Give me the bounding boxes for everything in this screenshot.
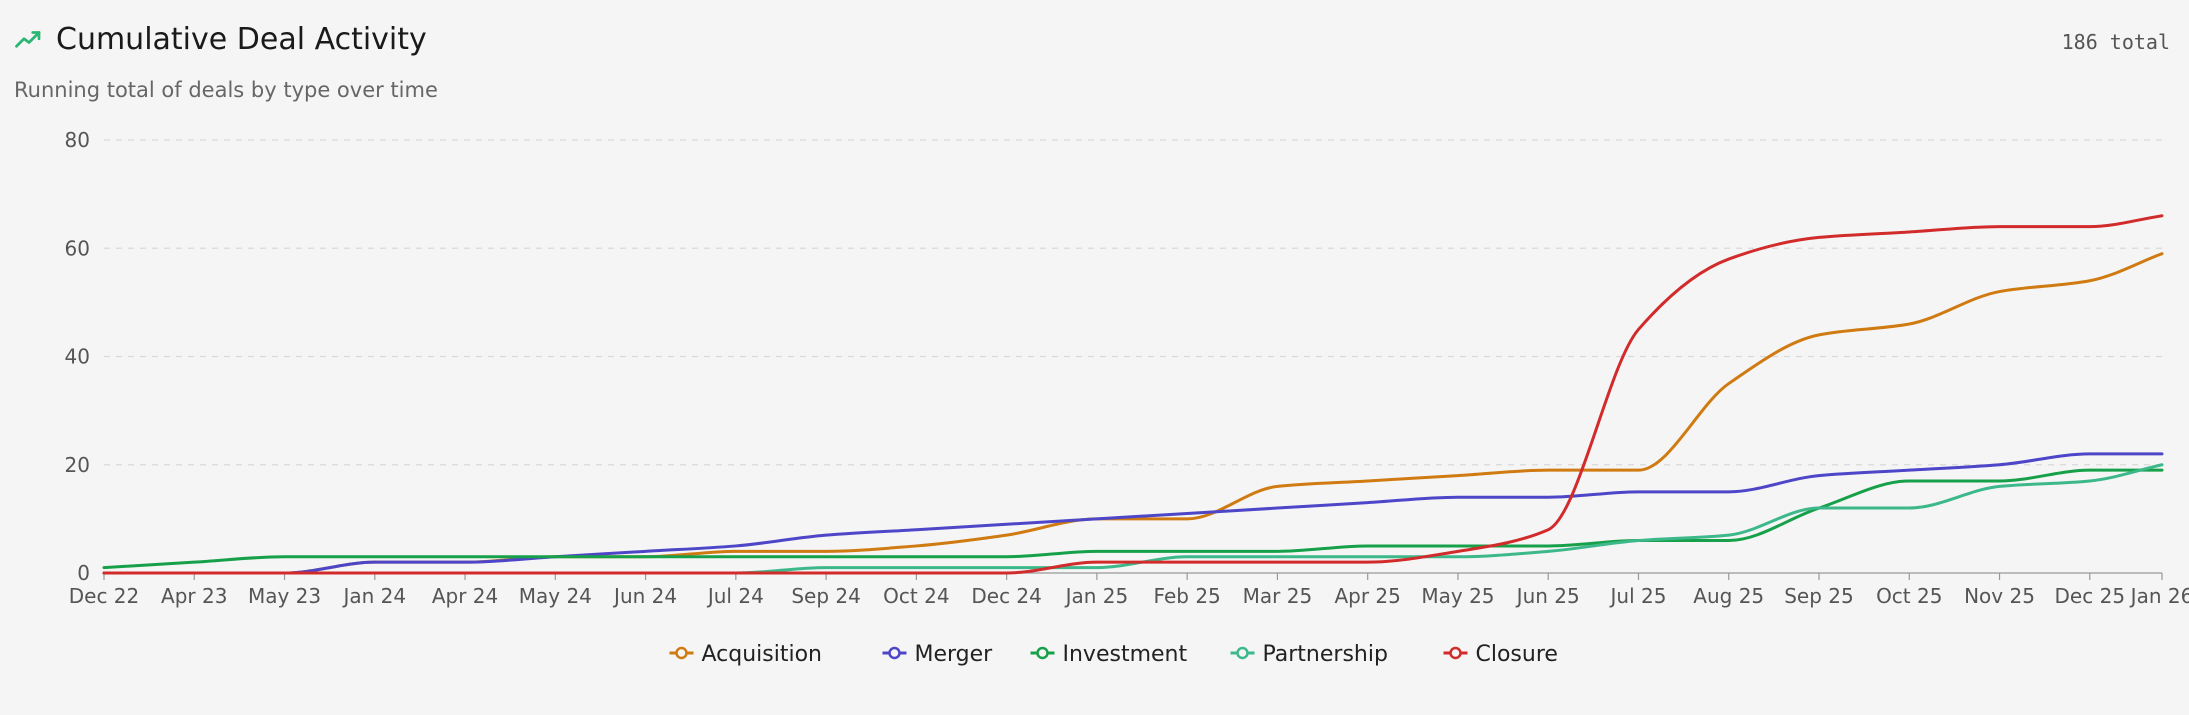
total-count: 186 total — [2061, 30, 2170, 54]
legend-marker-partnership — [1236, 646, 1249, 660]
legend-marker-investment — [1036, 646, 1049, 660]
x-tick-label: Oct 25 — [1876, 584, 1942, 608]
legend-label-acquisition: Acquisition — [702, 642, 823, 667]
x-tick-label: Aug 25 — [1693, 584, 1764, 608]
x-tick-label: Jan 26 — [2129, 584, 2189, 608]
y-tick-label: 60 — [65, 236, 90, 260]
x-tick-label: Jul 25 — [1609, 584, 1667, 608]
x-tick-label: May 23 — [248, 584, 321, 608]
x-tick-label: Mar 25 — [1243, 584, 1313, 608]
x-tick-label: Jul 24 — [706, 584, 764, 608]
series-line-merger — [102, 452, 2164, 575]
x-tick-label: Jan 25 — [1064, 584, 1129, 608]
chart-subtitle: Running total of deals by type over time — [14, 78, 438, 102]
legend-label-closure: Closure — [1476, 642, 1558, 667]
x-tick-label: Nov 25 — [1964, 584, 2035, 608]
x-tick-label: Dec 22 — [69, 584, 140, 608]
x-tick-label: Apr 23 — [161, 584, 227, 608]
x-tick-label: Dec 25 — [2055, 584, 2126, 608]
legend-marker-merger — [888, 646, 901, 660]
legend-label-merger: Merger — [915, 642, 994, 667]
x-tick-label: Feb 25 — [1154, 584, 1221, 608]
x-tick-label: Jun 24 — [612, 584, 677, 608]
y-tick-label: 40 — [65, 345, 90, 369]
x-tick-label: Apr 25 — [1334, 584, 1400, 608]
y-tick-label: 80 — [65, 128, 90, 152]
x-tick-label: Sep 24 — [791, 584, 861, 608]
legend-label-investment: Investment — [1063, 642, 1188, 667]
x-tick-label: Sep 25 — [1784, 584, 1854, 608]
legend-marker-closure — [1449, 646, 1462, 660]
x-tick-label: Apr 24 — [432, 584, 498, 608]
trending-up-icon — [15, 30, 41, 48]
y-tick-label: 0 — [77, 561, 90, 585]
y-tick-label: 20 — [65, 453, 90, 477]
legend-label-partnership: Partnership — [1263, 642, 1388, 667]
x-tick-label: Dec 24 — [971, 584, 1042, 608]
series-line-closure — [102, 214, 2164, 575]
series-line-acquisition — [102, 252, 2164, 575]
x-tick-label: Jan 24 — [341, 584, 406, 608]
x-tick-label: May 24 — [519, 584, 592, 608]
x-tick-label: May 25 — [1421, 584, 1494, 608]
chart-header: Cumulative Deal Activity — [14, 22, 427, 57]
x-tick-label: Jun 25 — [1515, 584, 1580, 608]
legend-marker-acquisition — [675, 646, 688, 660]
x-tick-label: Oct 24 — [883, 584, 949, 608]
chart-title: Cumulative Deal Activity — [56, 22, 427, 57]
